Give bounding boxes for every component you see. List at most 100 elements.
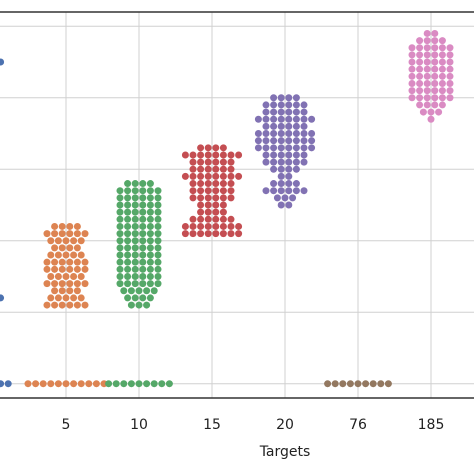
swarm-point bbox=[81, 230, 89, 238]
swarm-point bbox=[127, 380, 135, 388]
swarm-point bbox=[146, 244, 154, 252]
swarm-point bbox=[154, 265, 162, 273]
swarm-point bbox=[204, 144, 212, 152]
swarm-point bbox=[124, 230, 132, 238]
swarm-point bbox=[292, 180, 300, 188]
swarm-point bbox=[116, 194, 124, 202]
swarm-point bbox=[47, 294, 55, 302]
swarm-point bbox=[446, 87, 454, 95]
swarm-point bbox=[219, 201, 227, 209]
swarm-point bbox=[66, 301, 74, 309]
swarm-point bbox=[66, 230, 74, 238]
swarm-point bbox=[131, 215, 139, 223]
swarm-point bbox=[139, 258, 147, 266]
swarm-point bbox=[51, 222, 59, 230]
swarm-point bbox=[300, 137, 308, 145]
swarm-point bbox=[154, 280, 162, 288]
swarm-point bbox=[227, 215, 235, 223]
x-tick-label: 185 bbox=[418, 417, 445, 433]
swarm-point bbox=[127, 301, 135, 309]
swarm-point bbox=[262, 115, 270, 123]
x-tick-label: 10 bbox=[130, 417, 148, 433]
swarm-point bbox=[446, 94, 454, 102]
swarm-point bbox=[277, 122, 285, 130]
swarm-point bbox=[262, 151, 270, 159]
swarm-point bbox=[431, 37, 439, 45]
swarm-point bbox=[427, 115, 435, 123]
swarm-point bbox=[416, 79, 424, 87]
swarm-point bbox=[131, 208, 139, 216]
swarm-point bbox=[43, 301, 51, 309]
swarm-point bbox=[427, 108, 435, 116]
swarm-point bbox=[197, 201, 205, 209]
swarm-point bbox=[277, 180, 285, 188]
swarm-point bbox=[154, 222, 162, 230]
swarm-point bbox=[416, 101, 424, 109]
swarm-point bbox=[131, 294, 139, 302]
swarm-point bbox=[270, 101, 278, 109]
swarm-point bbox=[277, 165, 285, 173]
swarm-point bbox=[446, 51, 454, 59]
swarm-point bbox=[124, 208, 132, 216]
swarm-point bbox=[227, 187, 235, 195]
swarm-point bbox=[146, 222, 154, 230]
swarm-point bbox=[277, 187, 285, 195]
swarm-point bbox=[92, 380, 100, 388]
swarm-point bbox=[204, 201, 212, 209]
swarm-point bbox=[116, 265, 124, 273]
swarm-point bbox=[227, 158, 235, 166]
swarm-point bbox=[81, 258, 89, 266]
swarm-point bbox=[189, 165, 197, 173]
swarm-point bbox=[146, 272, 154, 280]
swarm-point bbox=[197, 230, 205, 238]
swarm-point bbox=[51, 244, 59, 252]
swarm-point bbox=[270, 187, 278, 195]
swarm-point bbox=[124, 258, 132, 266]
swarm-point bbox=[292, 115, 300, 123]
swarm-point bbox=[227, 222, 235, 230]
swarm-point bbox=[139, 230, 147, 238]
swarm-point bbox=[235, 151, 243, 159]
swarm-point bbox=[197, 144, 205, 152]
swarm-point bbox=[81, 301, 89, 309]
swarm-point bbox=[0, 58, 5, 66]
swarm-point bbox=[73, 258, 81, 266]
swarm-point bbox=[143, 287, 151, 295]
swarm-point bbox=[219, 172, 227, 180]
swarm-point bbox=[423, 65, 431, 73]
swarm-point bbox=[254, 115, 262, 123]
swarm-point bbox=[270, 165, 278, 173]
swarm-point bbox=[423, 101, 431, 109]
swarm-point bbox=[62, 251, 70, 259]
swarm-point bbox=[416, 72, 424, 80]
swarm-point bbox=[285, 180, 293, 188]
swarm-point bbox=[300, 108, 308, 116]
swarm-point bbox=[270, 180, 278, 188]
swarm-point bbox=[131, 187, 139, 195]
swarm-point bbox=[300, 101, 308, 109]
swarm-point bbox=[292, 94, 300, 102]
swarm-point bbox=[273, 194, 281, 202]
swarm-point bbox=[438, 79, 446, 87]
swarm-point bbox=[131, 201, 139, 209]
swarm-point bbox=[235, 222, 243, 230]
swarm-point bbox=[270, 137, 278, 145]
swarm-point bbox=[308, 137, 316, 145]
swarm-point bbox=[124, 272, 132, 280]
swarm-point bbox=[204, 187, 212, 195]
swarm-point bbox=[150, 380, 158, 388]
swarm-point bbox=[47, 251, 55, 259]
swarm-point bbox=[51, 265, 59, 273]
swarm-point bbox=[285, 151, 293, 159]
swarm-point bbox=[285, 158, 293, 166]
swarm-point bbox=[235, 172, 243, 180]
swarm-point bbox=[197, 215, 205, 223]
swarm-point bbox=[77, 237, 85, 245]
swarm-point bbox=[408, 44, 416, 52]
swarm-point bbox=[300, 158, 308, 166]
swarm-point bbox=[270, 94, 278, 102]
swarm-point bbox=[4, 380, 12, 388]
swarm-point bbox=[58, 301, 66, 309]
swarm-point bbox=[408, 51, 416, 59]
